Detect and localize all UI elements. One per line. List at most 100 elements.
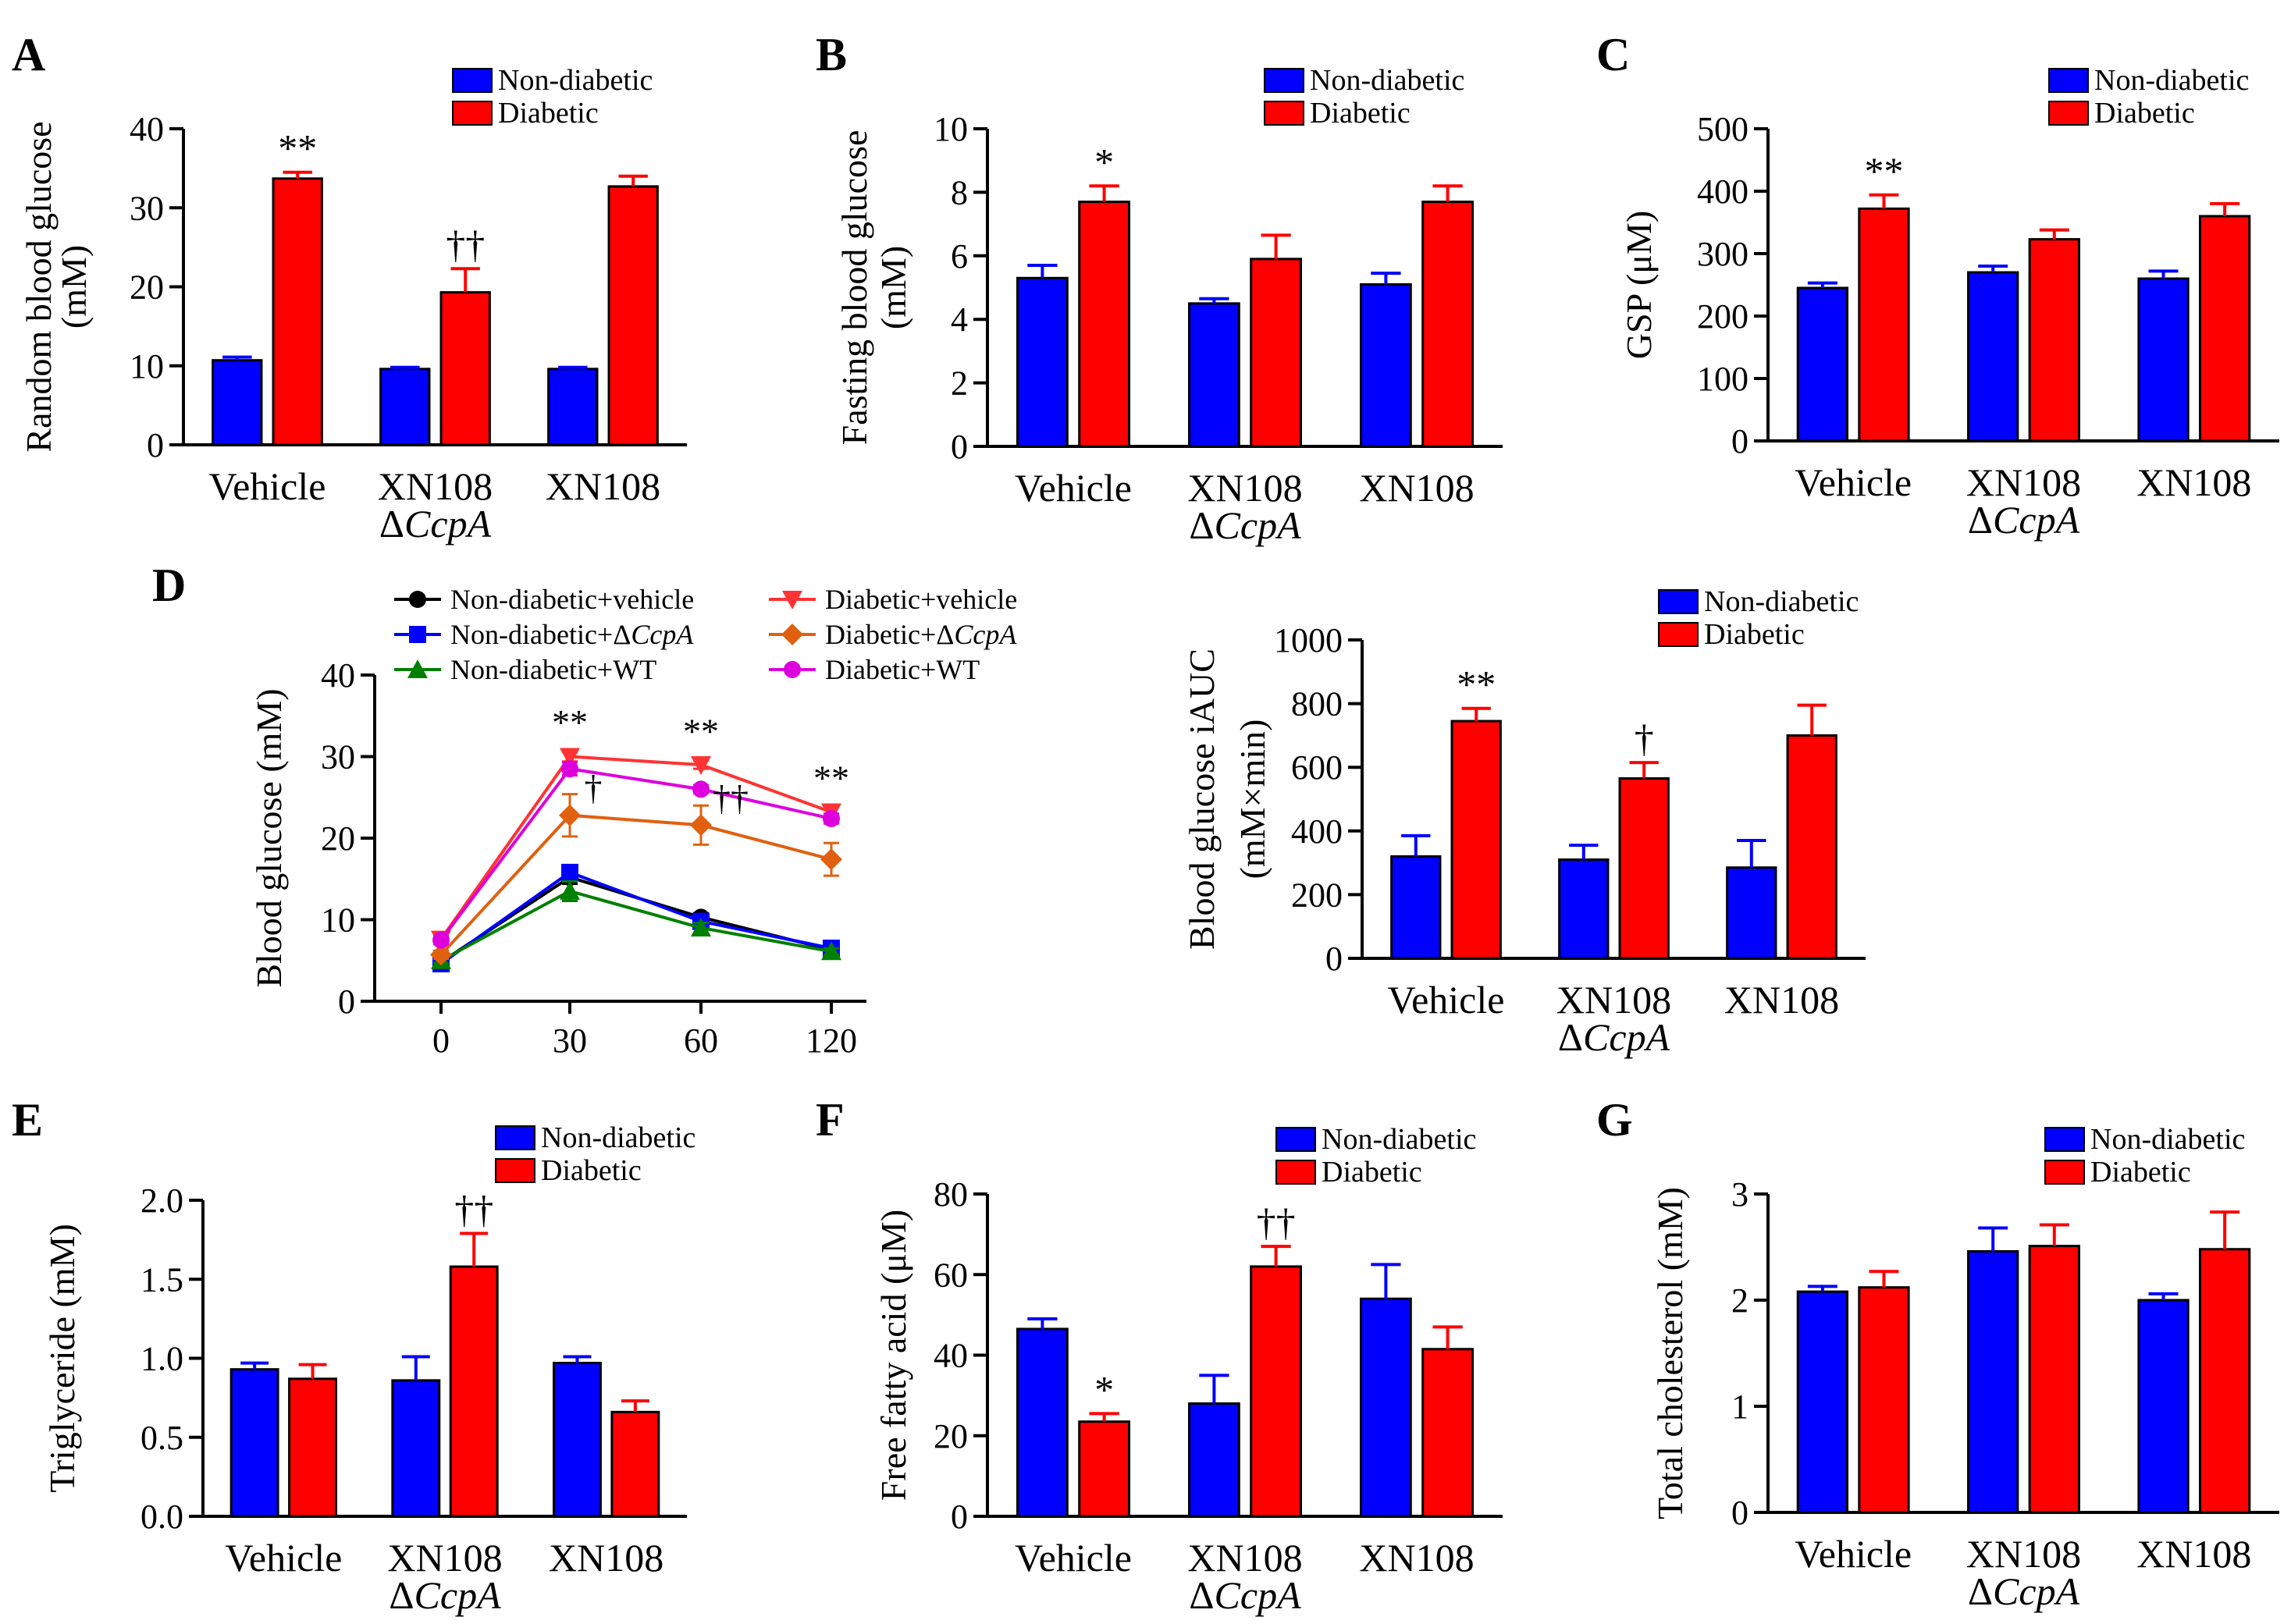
bar xyxy=(1967,271,2019,442)
x-tick-label: XN108 xyxy=(1187,466,1302,510)
legend-swatch xyxy=(452,68,493,93)
significance-marker: ** xyxy=(552,702,588,742)
data-point xyxy=(409,626,426,643)
data-point xyxy=(691,917,711,936)
x-tick-label: ΔCcpA xyxy=(379,502,492,545)
legend-label: Non-diabetic+WT xyxy=(450,654,656,685)
bar xyxy=(1796,1290,1849,1514)
panel-a: A 0 10 20 30 40 Random blood glucose(mM) Vehicl… xyxy=(12,29,687,545)
x-tick-label: XN108 xyxy=(387,1536,502,1580)
legend-label: Non-diabetic+ΔCcpA xyxy=(450,619,694,650)
y-tick-label: 1.0 xyxy=(141,1340,183,1378)
significance-marker: †† xyxy=(713,777,749,817)
bar xyxy=(1618,776,1670,960)
legend-swatch xyxy=(1264,68,1304,93)
data-point xyxy=(691,755,711,775)
panel-label: F xyxy=(816,1094,845,1146)
x-tick-label: 120 xyxy=(806,1022,857,1060)
y-tick-label: 0 xyxy=(338,983,355,1021)
legend-swatch xyxy=(1264,101,1304,126)
y-axis-label: Blood glucose (mM) xyxy=(249,688,289,987)
bar xyxy=(1558,858,1610,960)
significance-marker: ** xyxy=(813,758,849,798)
bar xyxy=(439,291,491,446)
x-tick-label: XN108 xyxy=(1966,1532,2081,1576)
legend-label-main: Diabetic+vehicle xyxy=(825,584,1017,615)
significance-marker: ** xyxy=(683,712,719,752)
bar xyxy=(610,1410,660,1518)
panel-d1: D 0 10 20 30 40 Blood glucose (mM) 0 30 60 120 ** **… xyxy=(152,560,1017,1060)
data-point xyxy=(781,624,803,645)
legend-label: Diabetic xyxy=(2094,97,2195,130)
bar xyxy=(1250,1265,1302,1518)
x-tick-label: Vehicle xyxy=(1015,466,1132,510)
x-tick-label: XN108 xyxy=(1187,1536,1302,1580)
data-point xyxy=(560,880,580,900)
y-tick-label: 40 xyxy=(321,656,355,695)
data-point xyxy=(782,591,802,609)
y-tick-label: 0 xyxy=(951,1498,968,1536)
bar xyxy=(1360,1297,1412,1518)
legend-label-main: Non-diabetic+vehicle xyxy=(450,584,694,615)
x-tick-label: XN108 xyxy=(1556,978,1671,1022)
bar xyxy=(2028,1245,2080,1514)
y-tick-label: 0 xyxy=(1325,940,1343,978)
y-tick-label: 30 xyxy=(130,189,164,227)
bar xyxy=(1360,283,1412,448)
y-tick-label: 0.0 xyxy=(141,1498,183,1536)
y-tick-label: 10 xyxy=(321,901,355,940)
bar xyxy=(391,1379,441,1518)
data-point xyxy=(409,591,426,608)
legend-label-main: Diabetic+WT xyxy=(825,654,980,685)
y-tick-label: 1000 xyxy=(1274,621,1343,659)
panel-d2: 0 200 400 600 800 1000 Blood glucose iAUC (mM×m… xyxy=(1182,585,1866,1059)
legend-label-main: Diabetic+Δ xyxy=(825,619,954,650)
bar xyxy=(229,1368,279,1518)
bar xyxy=(2137,1299,2190,1514)
data-point xyxy=(430,943,452,966)
data-point xyxy=(561,760,578,778)
panel-e: E 0.0 0.5 1.0 1.5 2.0 Triglyceride (mM) Vehicle… xyxy=(12,1094,695,1617)
y-axis-label: Triglyceride (mM) xyxy=(42,1224,82,1493)
y-tick-label: 200 xyxy=(1291,876,1343,914)
bar xyxy=(1188,302,1240,448)
legend-label: Diabetic+vehicle xyxy=(825,584,1017,615)
x-tick-label: ΔCcpA xyxy=(389,1573,501,1617)
data-point xyxy=(690,814,712,837)
panel-label: C xyxy=(1596,29,1630,80)
y-tick-label: 400 xyxy=(1291,812,1343,851)
legend-label-main: Non-diabetic+Δ xyxy=(450,619,631,650)
data-point xyxy=(692,780,710,798)
data-point xyxy=(561,863,578,881)
panel-b: B 0 2 4 6 8 10 Fasting blood glucose (mM) Vehicle… xyxy=(816,29,1503,547)
x-tick-label: ΔCcpA xyxy=(1189,503,1301,547)
legend-label: Diabetic xyxy=(541,1154,642,1187)
y-tick-label: 0 xyxy=(147,426,164,464)
legend-label: Non-diabetic xyxy=(1322,1123,1476,1156)
x-tick-label: 60 xyxy=(684,1022,718,1060)
y-tick-label: 20 xyxy=(934,1417,968,1455)
legend-label: Diabetic xyxy=(1310,97,1411,130)
legend-swatch xyxy=(1658,589,1699,614)
significance-marker: * xyxy=(1094,140,1114,183)
bar xyxy=(1078,1420,1130,1518)
y-axis-label: (mM) xyxy=(54,245,94,329)
y-tick-label: 10 xyxy=(934,110,968,148)
bar xyxy=(1016,276,1069,448)
x-tick-label: Vehicle xyxy=(225,1536,342,1580)
legend-swatch xyxy=(1275,1127,1316,1152)
bar xyxy=(1786,734,1837,960)
y-tick-label: 60 xyxy=(934,1256,968,1294)
y-tick-label: 0 xyxy=(1731,1494,1748,1532)
y-tick-label: 40 xyxy=(934,1337,968,1375)
panel-label: D xyxy=(152,560,186,611)
y-tick-label: 1.5 xyxy=(141,1260,183,1299)
x-tick-label: 0 xyxy=(432,1022,450,1060)
y-axis-label: Blood glucose iAUC xyxy=(1182,649,1222,950)
legend-label-italic: CcpA xyxy=(954,619,1017,650)
x-tick-label: Vehicle xyxy=(1388,978,1505,1022)
bar xyxy=(1016,1327,1069,1518)
legend-label: Non-diabetic xyxy=(541,1121,695,1154)
